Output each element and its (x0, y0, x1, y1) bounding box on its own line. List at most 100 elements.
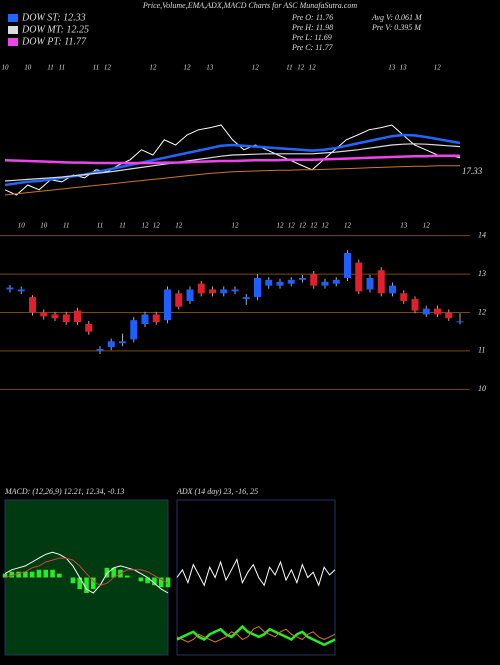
x-tick-label: 11 (63, 222, 69, 230)
x-tick-label: 12 (423, 222, 431, 230)
panel (176, 499, 336, 656)
series-line (4, 143, 461, 182)
info-text: Avg V: 0.061 M (371, 13, 423, 22)
histogram-bar (91, 577, 96, 590)
x-tick-label: 12 (434, 64, 442, 72)
series-line (176, 624, 336, 647)
histogram-bar (104, 567, 110, 578)
x-tick-label: 12 (184, 64, 192, 72)
x-tick-label: 12 (175, 222, 183, 230)
x-tick-label: 12 (288, 222, 296, 230)
candle-body (310, 274, 318, 286)
info-text: Pre C: 11.77 (291, 43, 334, 52)
candle-body (152, 314, 160, 323)
candle-body (40, 312, 48, 317)
candle-body (17, 289, 25, 292)
candle-body (209, 289, 216, 294)
histogram-bar (165, 577, 171, 588)
candle-body (231, 289, 239, 292)
y-tick-label: 12 (478, 307, 486, 316)
x-tick-label: 13 (206, 64, 214, 72)
histogram-bar (9, 571, 15, 578)
candle-body (119, 341, 126, 344)
y-tick-label: 13 (478, 269, 486, 278)
x-tick-label: 12 (142, 222, 150, 230)
candle-body (141, 314, 149, 325)
page-title: Price,Volume,EMA,ADX,MACD Charts for ASC… (142, 1, 358, 10)
info-text: Pre V: 0.395 M (371, 23, 422, 32)
y-tick-label: 10 (478, 384, 486, 393)
candle-body (197, 283, 205, 294)
series-line (4, 124, 461, 196)
x-tick-label: 11 (286, 64, 292, 72)
x-tick-label: 12 (344, 222, 352, 230)
candle-body (366, 277, 374, 290)
x-tick-label: 12 (322, 222, 330, 230)
histogram-bar (138, 577, 144, 582)
x-tick-label: 12 (104, 64, 112, 72)
histogram-bar (152, 577, 157, 586)
candle-body (254, 277, 261, 298)
x-tick-label: 12 (153, 222, 161, 230)
candle-body (74, 310, 81, 323)
histogram-bar (29, 571, 35, 578)
x-tick-label: 11 (47, 64, 53, 72)
candle-body (276, 281, 284, 286)
x-tick-label: 13 (400, 64, 408, 72)
candle-body (186, 289, 194, 301)
x-tick-label: 12 (299, 222, 307, 230)
candle-body (299, 277, 306, 280)
candle-body (51, 314, 59, 319)
x-tick-label: 12 (309, 64, 317, 72)
x-tick-label: 10 (40, 222, 48, 230)
x-tick-label: 12 (149, 64, 157, 72)
histogram-bar (50, 569, 55, 578)
candle-body (344, 252, 351, 278)
candle-body (220, 289, 228, 294)
histogram-bar (57, 573, 62, 578)
x-tick-label: 12 (310, 222, 318, 230)
candle-body (85, 324, 93, 332)
series-line (4, 154, 460, 165)
x-tick-label: 11 (97, 222, 103, 230)
y-tick-label: 11 (478, 346, 485, 355)
histogram-bar (111, 567, 116, 578)
histogram-bar (2, 573, 8, 578)
annotation: 17.33 (462, 166, 483, 176)
candle-body (445, 312, 453, 319)
candle-body (242, 297, 250, 300)
legend-label: DOW PT: 11.77 (21, 36, 87, 47)
series-line (4, 551, 169, 594)
candle-body (96, 348, 104, 351)
x-tick-label: 12 (232, 222, 240, 230)
histogram-bar (84, 577, 89, 593)
candle-body (175, 293, 183, 307)
info-text: Pre H: 11.98 (291, 23, 333, 32)
series-line (4, 557, 169, 586)
panel-title: MACD: (12,26,9) 12.21, 12.34, -0.13 (4, 487, 124, 496)
histogram-bar (36, 569, 42, 578)
histogram-bar (43, 569, 49, 578)
candle-body (332, 279, 340, 284)
histogram-bar (145, 577, 150, 584)
candle-body (164, 289, 171, 321)
legend-swatch (8, 14, 18, 22)
x-tick-label: 10 (18, 222, 26, 230)
legend-label: DOW MT: 12.25 (21, 24, 89, 35)
x-tick-label: 11 (59, 64, 65, 72)
panel-title: ADX (14 day) 23, -16, 25 (176, 487, 258, 496)
info-text: Pre L: 11.69 (291, 33, 332, 42)
x-tick-label: 10 (24, 64, 32, 72)
candle-body (130, 320, 138, 340)
candle-body (265, 279, 273, 286)
legend-swatch (8, 26, 18, 34)
candle-body (62, 314, 70, 323)
candle-body (355, 262, 363, 292)
legend-swatch (8, 38, 18, 46)
x-tick-label: 13 (400, 222, 408, 230)
x-tick-label: 12 (252, 64, 260, 72)
info-text: Pre O: 11.76 (291, 13, 333, 22)
candle-body (107, 341, 115, 348)
histogram-bar (77, 577, 82, 590)
